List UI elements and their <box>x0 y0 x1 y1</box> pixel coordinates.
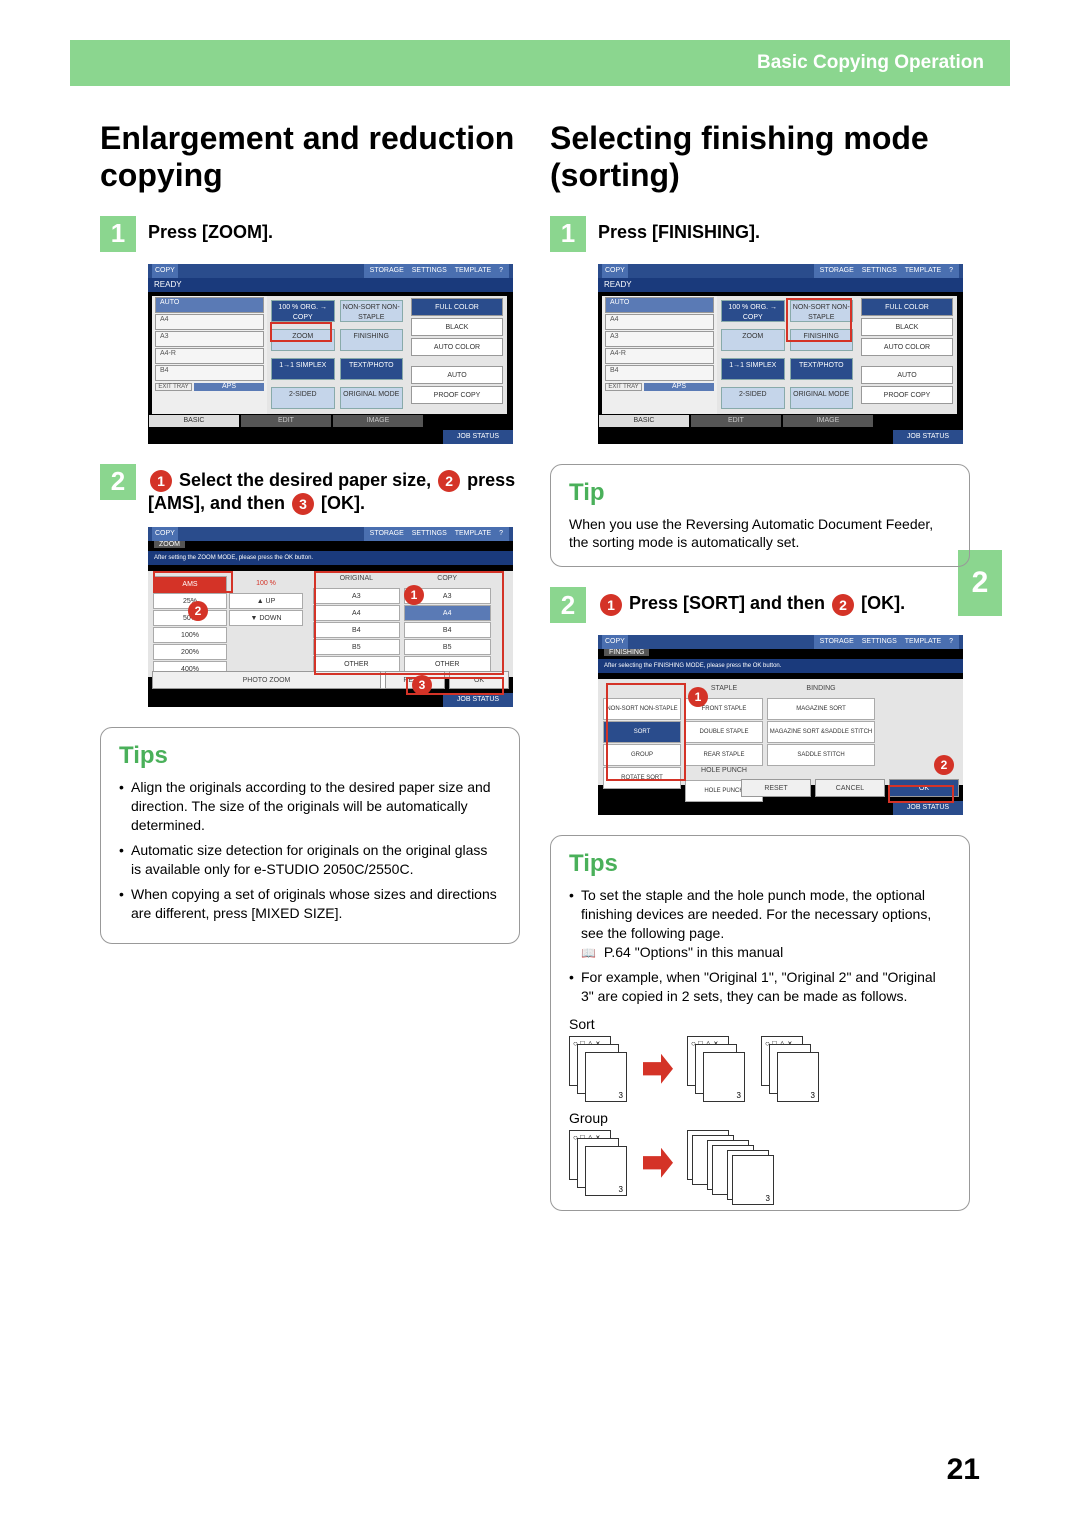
left-step-1: 1 Press [ZOOM]. <box>100 216 520 252</box>
zoom-highlight <box>270 322 332 342</box>
tips-title: Tips <box>119 742 501 770</box>
topbar-mode: COPY <box>152 264 178 278</box>
tips-list: Align the originals according to the des… <box>119 778 501 922</box>
sort-label: Sort <box>569 1016 951 1032</box>
sort-highlight <box>606 683 686 781</box>
tip-title: Tip <box>569 479 951 507</box>
tips-list: To set the staple and the hole punch mod… <box>569 886 951 1005</box>
arrow-icon <box>643 1054 673 1084</box>
ams-highlight <box>153 571 233 593</box>
right-tip-box: Tip When you use the Reversing Automatic… <box>550 464 970 568</box>
page-body: Enlargement and reduction copying 1 Pres… <box>100 120 980 1231</box>
chapter-header: Basic Copying Operation <box>70 40 1010 86</box>
badge-3: 3 <box>292 493 314 515</box>
left-column: Enlargement and reduction copying 1 Pres… <box>100 120 520 1231</box>
book-icon: 📖 <box>581 946 596 960</box>
right-step-2: 2 1 Press [SORT] and then 2 [OK]. <box>550 587 970 623</box>
right-column: Selecting finishing mode (sorting) 1 Pre… <box>550 120 970 1231</box>
chapter-title: Basic Copying Operation <box>757 52 984 74</box>
copy-screen-zoom: COPY STORAGE SETTINGS TEMPLATE ? READY A… <box>148 264 513 444</box>
ready-bar: READY <box>148 278 513 292</box>
sort-out-1: ○ □ △ ×1 2 3 <box>687 1036 747 1102</box>
finishing-highlight <box>786 298 852 342</box>
sort-diagram: Sort ○ □ △ ×1 2 3 ○ □ △ ×1 2 3 ○ □ △ ×1 <box>569 1016 951 1196</box>
step-text: 1 Press [SORT] and then 2 [OK]. <box>598 587 905 615</box>
right-step-1: 1 Press [FINISHING]. <box>550 216 970 252</box>
badge-1: 1 <box>600 594 622 616</box>
sort-out-2: ○ □ △ ×1 2 3 <box>761 1036 821 1102</box>
tip-text: When you use the Reversing Automatic Doc… <box>569 515 951 553</box>
arrow-icon <box>643 1148 673 1178</box>
step-text: 1 Select the desired paper size, 2 press… <box>148 464 520 516</box>
badge-2: 2 <box>832 594 854 616</box>
group-label: Group <box>569 1110 951 1126</box>
copy-screen-finishing: COPY STORAGE SETTINGS TEMPLATE ? READY A… <box>598 264 963 444</box>
step-number: 2 <box>100 464 136 500</box>
right-heading: Selecting finishing mode (sorting) <box>550 120 970 194</box>
badge-1: 1 <box>150 470 172 492</box>
ok-highlight <box>888 785 954 803</box>
group-output-stack: 1 1 2 2 3 3 <box>687 1130 807 1196</box>
badge-2: 2 <box>438 470 460 492</box>
left-heading: Enlargement and reduction copying <box>100 120 520 194</box>
step-text: Press [ZOOM]. <box>148 216 273 244</box>
left-tips-box: Tips Align the originals according to th… <box>100 727 520 943</box>
step-text: Press [FINISHING]. <box>598 216 760 244</box>
finishing-settings-screen: COPY STORAGE SETTINGS TEMPLATE ? FINISHI… <box>598 635 963 815</box>
left-step-2: 2 1 Select the desired paper size, 2 pre… <box>100 464 520 516</box>
group-input-stack: ○ □ △ ×1 2 3 <box>569 1130 629 1196</box>
step-number: 2 <box>550 587 586 623</box>
tips-title: Tips <box>569 850 951 878</box>
right-tips-box: Tips To set the staple and the hole punc… <box>550 835 970 1210</box>
page-number: 21 <box>947 1453 980 1487</box>
sort-input-stack: ○ □ △ ×1 2 3 <box>569 1036 629 1102</box>
step-number: 1 <box>550 216 586 252</box>
zoom-settings-screen: COPY STORAGE SETTINGS TEMPLATE ? ZOOM Af… <box>148 527 513 707</box>
step-number: 1 <box>100 216 136 252</box>
